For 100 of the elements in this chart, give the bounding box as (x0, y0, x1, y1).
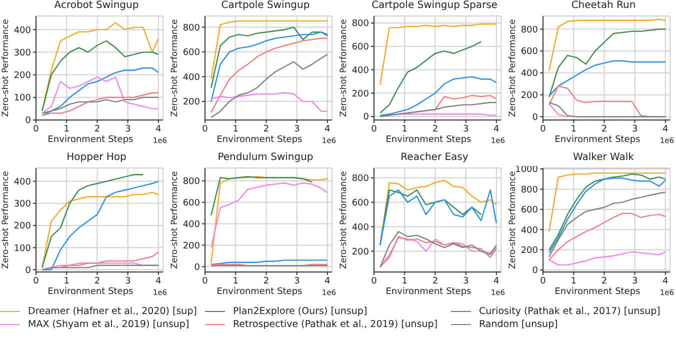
y-tick-label: 200 (352, 247, 370, 258)
y-tick-label: 0 (194, 262, 200, 273)
x-tick-label: 0 (33, 276, 40, 286)
x-tick-label: 3 (124, 124, 131, 134)
x-tick-label: 2 (263, 276, 270, 286)
y-tick-label: 300 (14, 48, 32, 58)
y-axis-title: Zero-shot Performance (1, 171, 12, 269)
x-tick-label: 4 (494, 124, 500, 134)
line-series (548, 172, 666, 232)
y-tick-label: 400 (14, 177, 32, 188)
y-tick-label: 0 (25, 266, 32, 276)
y-axis-title: Zero-shot Performance (339, 171, 350, 269)
x-tick-label: 1 (570, 276, 576, 286)
x-axis-title: Environment Steps (554, 135, 642, 145)
y-axis-title: Zero-shot Performance (1, 19, 12, 117)
y-tick-label: 100 (14, 244, 32, 254)
y-tick-label: 600 (352, 42, 370, 53)
y-tick-label: 200 (14, 70, 32, 81)
x-tick-label: 3 (294, 124, 300, 134)
y-tick-label: 800 (520, 25, 538, 36)
y-axis-title: Zero-shot Performance (339, 19, 350, 117)
x-tick-label: 2 (601, 124, 608, 134)
y-tick-label: 0 (25, 116, 32, 126)
x-tick-label: 1 (232, 276, 238, 286)
line-series (210, 31, 328, 102)
x-tick-label: 0 (540, 276, 546, 286)
x-tick-label: 2 (263, 124, 270, 134)
legend-label: Random [unsup] (479, 319, 558, 330)
x-tick-label: 2 (432, 124, 438, 134)
x-tick-label: 2 (94, 124, 100, 134)
x-tick-label: 1 (402, 124, 408, 134)
y-tick-label: 800 (520, 185, 538, 196)
x-tick-label: 3 (462, 124, 469, 134)
line-series (42, 67, 160, 116)
y-tick-label: 800 (182, 23, 200, 34)
y-tick-label: 200 (182, 98, 200, 108)
x-axis-title: Environment Steps (554, 287, 642, 297)
x-tick-label: 2 (601, 276, 608, 286)
x-tick-label: 1 (570, 124, 576, 134)
line-series (42, 40, 160, 112)
x-tick-label: 4 (156, 276, 162, 286)
y-tick-label: 200 (520, 246, 538, 256)
x-tick-label: 0 (371, 276, 378, 286)
y-tick-label: 200 (352, 89, 370, 100)
y-tick-label: 0 (532, 112, 538, 123)
y-tick-label: 400 (14, 26, 32, 36)
line-series (380, 41, 482, 114)
y-axis-title: Zero-shot Performance (170, 171, 180, 269)
y-tick-label: 200 (14, 222, 32, 232)
line-series (548, 102, 666, 118)
y-tick-label: 400 (182, 220, 200, 230)
x-tick-label: 0 (540, 124, 546, 134)
line-series (548, 18, 666, 72)
x-tick-label: 1 (64, 276, 70, 286)
x-tick-label: 0 (33, 124, 40, 134)
x-tick-label: 0 (202, 276, 208, 286)
chart-title: Reacher Easy (400, 152, 470, 163)
x-tick-label: 0 (371, 124, 378, 134)
x-axis-title: Environment Steps (384, 287, 472, 297)
x-tick-label: 3 (632, 124, 638, 134)
y-axis-title: Zero-shot Performance (170, 19, 180, 117)
legend-label: Plan2Explore (Ours) [unsup] (233, 306, 368, 317)
y-tick-label: 200 (520, 91, 538, 102)
line-series (548, 251, 666, 266)
line-series (380, 76, 498, 116)
x-tick-label: 4 (662, 124, 669, 134)
x-tick-label: 3 (294, 276, 300, 286)
line-series (42, 96, 160, 114)
x-tick-label: 2 (432, 276, 438, 286)
y-tick-label: 0 (363, 112, 370, 123)
y-tick-label: 600 (352, 198, 370, 208)
line-series (42, 174, 144, 268)
x-tick-label: 3 (124, 276, 131, 286)
x-tick-label: 3 (632, 276, 638, 286)
line-series (210, 38, 328, 114)
legend-label: MAX (Shyam et al., 2019) [unsup] (28, 319, 190, 330)
x-tick-label: 4 (662, 276, 669, 286)
y-tick-label: 600 (182, 48, 200, 58)
x-tick-label: 4 (494, 276, 500, 286)
legend-label: Dreamer (Hafner et al., 2020) [sup] (28, 306, 197, 317)
y-tick-label: 600 (182, 198, 200, 209)
line-series (210, 54, 328, 118)
y-tick-label: 300 (14, 200, 32, 210)
chart-title: Walker Walk (572, 152, 635, 163)
y-tick-label: 600 (520, 206, 538, 216)
y-tick-label: 400 (352, 222, 370, 233)
x-axis-title: Environment Steps (216, 287, 304, 297)
x-tick-label: 4 (324, 276, 331, 286)
y-tick-label: 800 (352, 19, 370, 30)
y-tick-label: 200 (182, 241, 200, 252)
line-series (380, 24, 498, 86)
y-tick-label: 0 (532, 266, 538, 276)
line-series (548, 212, 666, 260)
x-tick-label: 4 (156, 124, 162, 134)
line-series (42, 76, 160, 114)
y-tick-label: 800 (352, 174, 370, 184)
y-tick-label: 400 (352, 66, 370, 76)
y-axis-title: Zero-shot Performance (508, 19, 518, 117)
y-tick-label: 800 (182, 177, 200, 188)
x-tick-label: 3 (462, 276, 469, 286)
